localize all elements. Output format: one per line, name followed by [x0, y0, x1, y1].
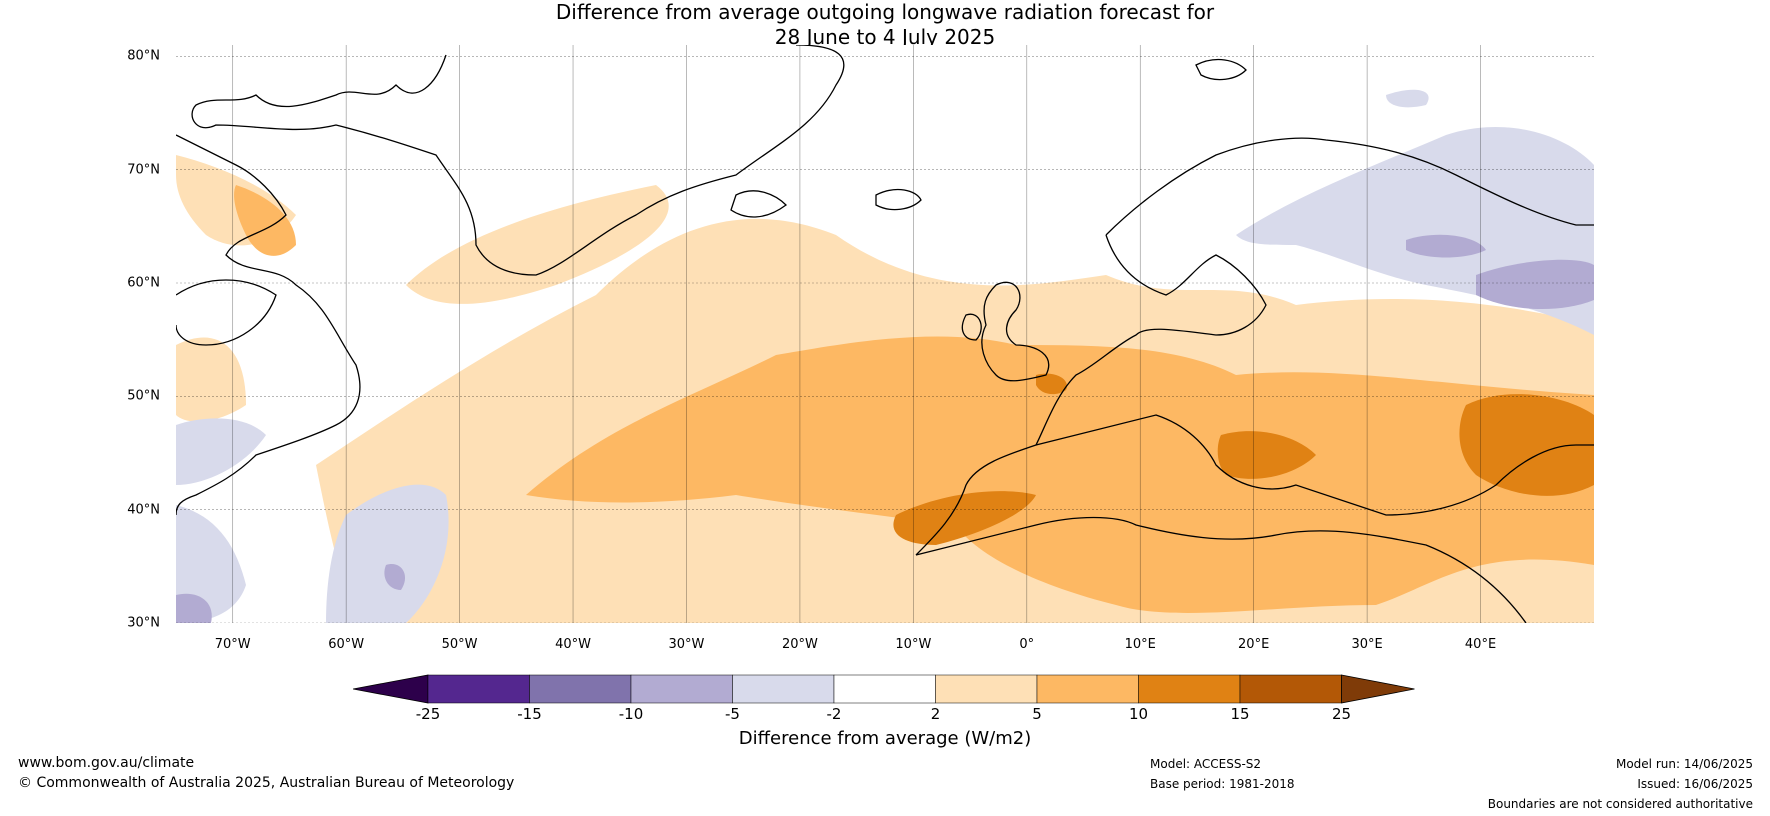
- colorbar: [353, 674, 1415, 704]
- latitude-label: 40°N: [127, 502, 160, 518]
- longitude-label: 30°E: [1351, 637, 1383, 652]
- longitude-label: 40°E: [1464, 637, 1497, 652]
- footer-issued: Issued: 16/06/2025: [1637, 777, 1753, 791]
- anomaly-field: [176, 89, 1594, 623]
- footer-model-run: Model run: 14/06/2025: [1615, 757, 1753, 771]
- title-line-1: Difference from average outgoing longwav…: [555, 0, 1215, 24]
- colorbar-tick-label: -5: [725, 705, 740, 723]
- colorbar-segment: [427, 674, 530, 704]
- colorbar-tick-label: 5: [1032, 705, 1042, 723]
- chart-title: Difference from average outgoing longwav…: [0, 0, 1770, 50]
- latitude-label: 50°N: [127, 388, 160, 404]
- colorbar-under-triangle: [353, 674, 429, 704]
- colorbar-segment: [529, 674, 632, 704]
- footer-base-period: Base period: 1981-2018: [1150, 777, 1295, 791]
- longitude-label: 40°W: [555, 637, 591, 652]
- longitude-label: 30°W: [668, 637, 705, 652]
- colorbar-over-triangle: [1341, 674, 1415, 704]
- colorbar-segment: [1138, 674, 1241, 704]
- longitude-label: 10°W: [895, 637, 932, 652]
- longitude-label: 0°: [1019, 637, 1035, 652]
- longitude-label: 50°W: [441, 637, 478, 652]
- colorbar-tick-label: -2: [826, 705, 842, 723]
- latitude-label: 30°N: [127, 615, 160, 631]
- longitude-label: 60°W: [328, 637, 365, 652]
- colorbar-label: Difference from average (W/m2): [738, 728, 1032, 749]
- footer-url: www.bom.gov.au/climate: [18, 755, 195, 771]
- colorbar-tick-label: -10: [618, 705, 644, 723]
- latitude-label: 70°N: [127, 162, 160, 178]
- footer-disclaimer: Boundaries are not considered authoritat…: [1487, 797, 1753, 811]
- colorbar-tick-label: 10: [1128, 705, 1149, 723]
- colorbar-tick-label: 15: [1230, 705, 1250, 723]
- colorbar-segment: [630, 674, 733, 704]
- colorbar-tick-label: -25: [415, 705, 441, 723]
- coastlines: [176, 45, 1594, 623]
- longitude-label: 70°W: [214, 637, 251, 652]
- latitude-label: 80°N: [127, 48, 160, 64]
- longitude-label: 20°E: [1238, 637, 1270, 652]
- colorbar-segment: [833, 674, 936, 704]
- longitude-label: 20°W: [781, 637, 818, 652]
- colorbar-tick-label: 25: [1331, 705, 1352, 723]
- colorbar-segment: [935, 674, 1038, 704]
- colorbar-segment: [1036, 674, 1139, 704]
- footer-model: Model: ACCESS-S2: [1150, 757, 1262, 771]
- colorbar-segment: [1239, 674, 1342, 704]
- footer-copyright: © Commonwealth of Australia 2025, Austra…: [18, 775, 515, 791]
- longitude-label: 10°E: [1124, 637, 1156, 652]
- colorbar-segment: [732, 674, 835, 704]
- colorbar-tick-label: 2: [930, 705, 941, 723]
- map-panel: [176, 45, 1594, 624]
- latitude-label: 60°N: [127, 275, 160, 291]
- map-canvas: [176, 45, 1594, 624]
- colorbar-tick-label: -15: [517, 705, 542, 723]
